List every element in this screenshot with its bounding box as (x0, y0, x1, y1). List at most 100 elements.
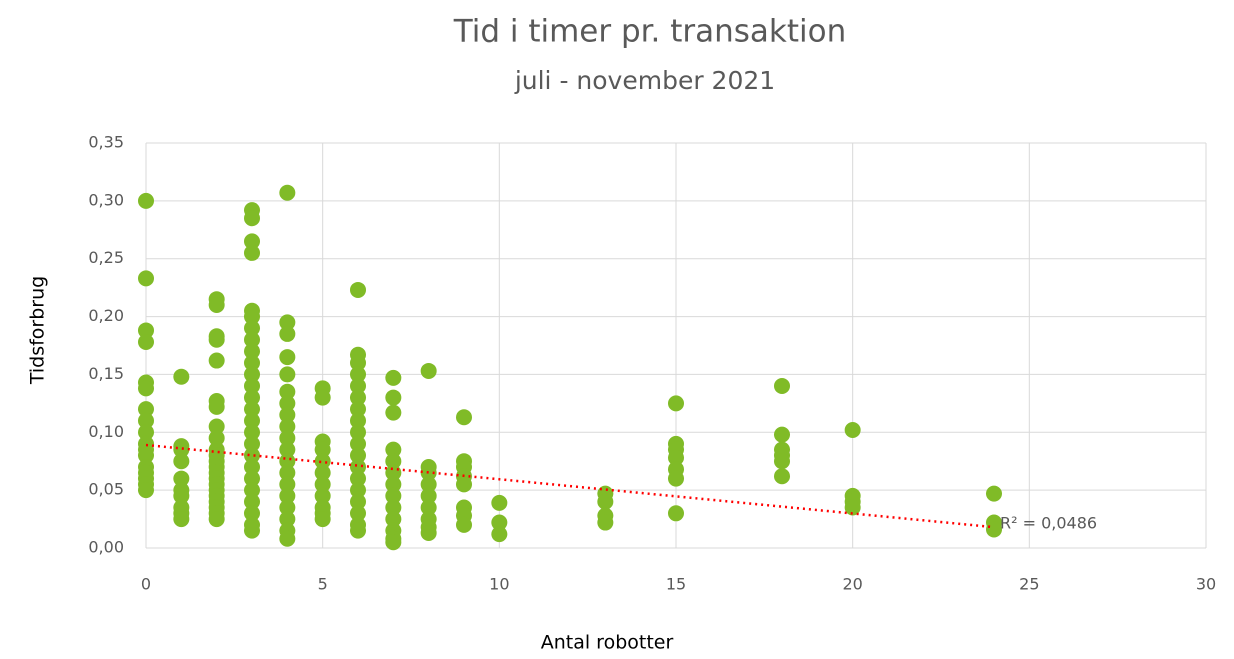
point (138, 192, 154, 209)
point (350, 447, 366, 464)
point (279, 430, 296, 447)
point (244, 459, 260, 475)
point (244, 244, 260, 261)
point (279, 406, 296, 423)
point (138, 322, 154, 339)
point (244, 493, 260, 510)
x-tick-label: 10 (489, 575, 509, 594)
point (138, 424, 154, 441)
point (350, 401, 366, 418)
point (491, 494, 508, 511)
y-tick-label: 0,05 (88, 480, 124, 499)
y-axis-label: Tidsforbrug (27, 276, 49, 385)
point (420, 524, 437, 541)
point (244, 435, 260, 452)
point (350, 482, 366, 499)
point (279, 530, 296, 547)
trendline (145, 443, 995, 529)
point (208, 352, 225, 369)
point (244, 354, 260, 371)
point (208, 418, 225, 435)
chart-title: Tid i timer pr. transaktion (453, 14, 847, 50)
point (244, 331, 260, 348)
point (456, 516, 472, 533)
point (314, 476, 331, 493)
point (385, 389, 402, 406)
point (385, 369, 402, 386)
x-tick-label: 25 (1019, 575, 1039, 594)
point (244, 505, 260, 522)
point (491, 514, 508, 531)
point (350, 354, 366, 371)
point (350, 412, 366, 429)
point (244, 320, 260, 337)
point (350, 281, 366, 298)
point (279, 325, 296, 342)
point (138, 412, 154, 429)
y-tick-label: 0,10 (88, 422, 124, 441)
point (668, 449, 684, 466)
x-tick-label: 20 (842, 575, 862, 594)
point (774, 426, 790, 443)
y-tick-label: 0,35 (88, 133, 124, 152)
point (208, 331, 225, 348)
point (385, 453, 402, 470)
y-tick-label: 0,00 (88, 538, 124, 557)
point (385, 534, 402, 551)
point (173, 368, 190, 385)
point (244, 470, 260, 487)
point (314, 389, 331, 406)
point (208, 297, 225, 313)
point (420, 476, 437, 493)
point (244, 447, 260, 464)
point (138, 482, 154, 499)
point (350, 389, 366, 406)
point (279, 499, 296, 516)
point (279, 476, 296, 493)
point (668, 505, 684, 522)
point (173, 511, 190, 528)
point (385, 476, 402, 493)
point (314, 487, 331, 504)
point (844, 421, 861, 438)
point (774, 453, 790, 470)
point (279, 184, 296, 201)
point (350, 424, 366, 441)
point (491, 526, 508, 543)
point (244, 482, 260, 499)
point (244, 343, 260, 360)
point (244, 389, 260, 406)
point (208, 511, 225, 528)
point (173, 441, 190, 458)
x-axis-label: Antal robotter (541, 632, 674, 654)
point (420, 487, 437, 504)
point (279, 511, 296, 528)
point (279, 464, 296, 481)
point (279, 366, 296, 383)
point (668, 395, 684, 412)
y-tick-label: 0,20 (88, 306, 124, 325)
point (986, 521, 1002, 538)
point (279, 418, 296, 435)
point (385, 499, 402, 516)
point (774, 468, 790, 485)
x-tick-label: 5 (318, 575, 328, 594)
point (350, 366, 366, 383)
point (314, 464, 331, 481)
point (385, 487, 402, 504)
point (244, 308, 260, 325)
point (138, 401, 154, 418)
point (138, 270, 154, 287)
point (279, 349, 296, 366)
point (244, 233, 260, 250)
point (279, 487, 296, 504)
point (279, 453, 296, 470)
point (844, 499, 861, 516)
point (244, 522, 260, 539)
point (208, 398, 225, 415)
point (244, 378, 260, 394)
chart-subtitle: juli - november 2021 (514, 66, 775, 95)
point (279, 314, 296, 331)
point (385, 441, 402, 458)
